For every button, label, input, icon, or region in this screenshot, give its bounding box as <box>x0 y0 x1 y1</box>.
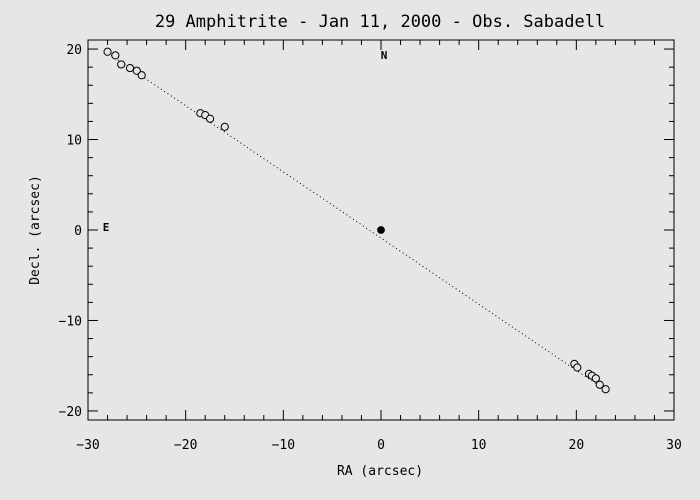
reference-point <box>377 226 385 234</box>
data-point <box>111 51 120 60</box>
points-layer <box>103 47 610 394</box>
data-point <box>220 122 229 131</box>
data-point <box>601 385 610 394</box>
x-tick-label: −10 <box>272 438 295 453</box>
y-tick-label: 10 <box>66 134 82 149</box>
trajectory-layer <box>104 50 606 391</box>
y-tick-label: −10 <box>59 314 82 329</box>
data-point <box>103 47 112 56</box>
x-tick-label: 10 <box>471 438 487 453</box>
x-tick-label: 0 <box>377 438 385 453</box>
x-axis-label: RA (arcsec) <box>337 464 423 479</box>
x-tick-label: 20 <box>569 438 585 453</box>
data-point <box>137 71 146 80</box>
x-tick-label: −20 <box>174 438 197 453</box>
y-tick-label: −20 <box>59 405 82 420</box>
x-tick-label: 30 <box>666 438 682 453</box>
data-point <box>117 60 126 69</box>
chart-title: 29 Amphitrite - Jan 11, 2000 - Obs. Saba… <box>155 12 605 32</box>
north-label: N <box>381 49 388 62</box>
y-axis-label: Decl. (arcsec) <box>28 175 43 285</box>
data-point <box>595 380 604 389</box>
data-point <box>573 363 582 372</box>
data-point <box>132 66 141 75</box>
east-label: E <box>103 221 110 234</box>
data-point <box>125 63 135 73</box>
data-point <box>591 374 600 383</box>
data-point <box>205 114 215 123</box>
y-tick-label: 20 <box>66 43 82 58</box>
x-tick-label: −30 <box>76 438 99 453</box>
trajectory-line <box>104 50 606 391</box>
tick-marks: −30 −20 −10 0 10 20 30 −20 −10 0 10 20 <box>59 40 682 453</box>
y-tick-label: 0 <box>74 224 82 239</box>
